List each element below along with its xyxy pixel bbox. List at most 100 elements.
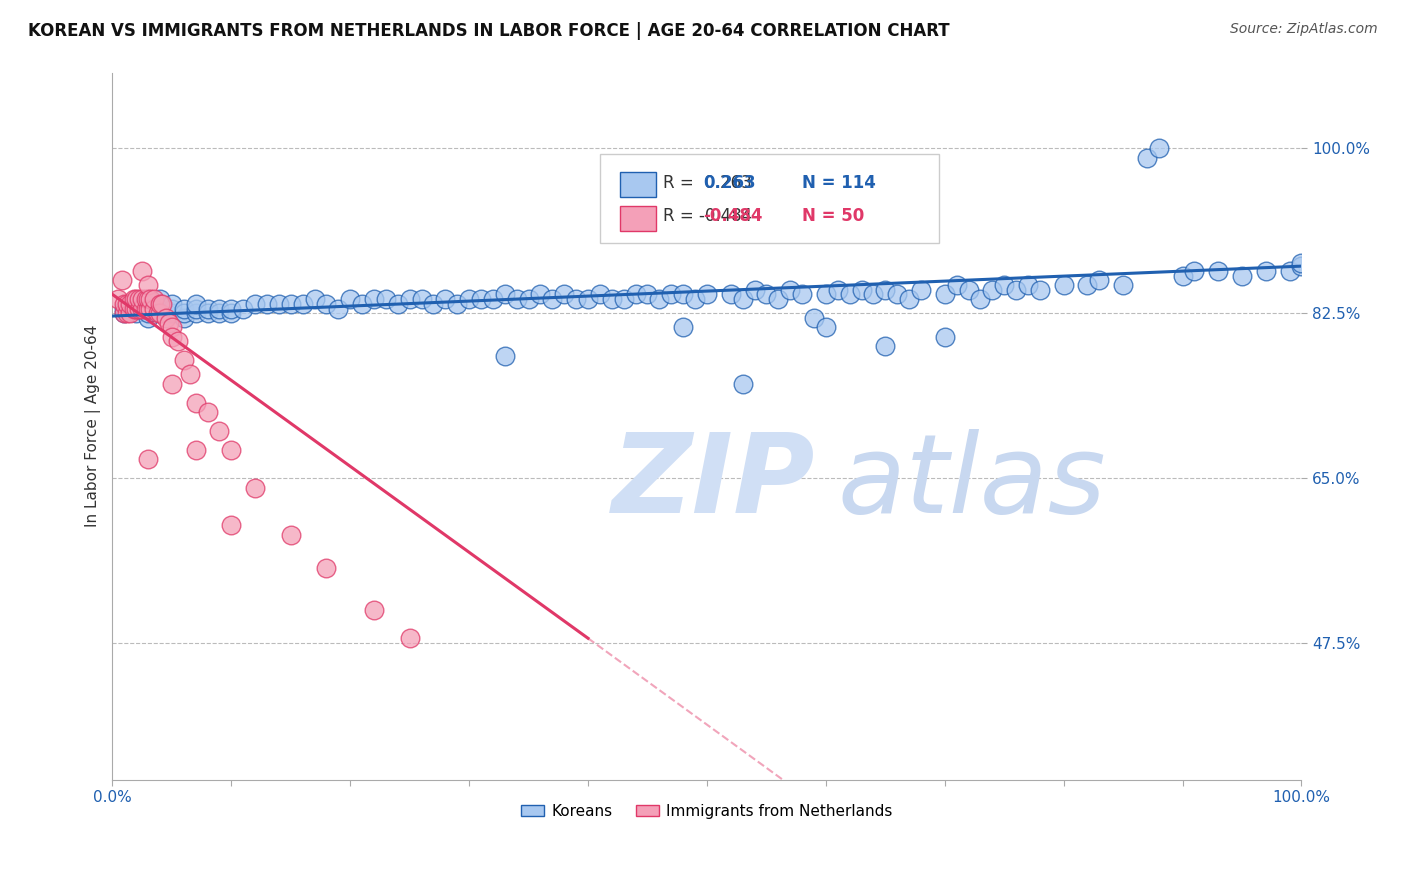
Text: N = 114: N = 114: [801, 174, 876, 192]
Point: [1017, 277, 1039, 292]
Point: [838, 287, 860, 301]
Point: [875, 283, 897, 297]
FancyBboxPatch shape: [620, 172, 655, 196]
Point: [125, 301, 148, 316]
Point: [160, 330, 183, 344]
Point: [494, 287, 516, 301]
Point: [505, 292, 527, 306]
Point: [1088, 273, 1111, 287]
Text: atlas: atlas: [838, 429, 1107, 536]
Point: [1005, 283, 1028, 297]
Point: [115, 306, 138, 320]
Point: [875, 339, 897, 353]
Point: [352, 297, 374, 311]
Point: [184, 396, 207, 410]
Point: [160, 320, 183, 334]
Point: [363, 603, 385, 617]
Point: [125, 292, 148, 306]
Point: [280, 527, 302, 541]
Point: [827, 283, 849, 297]
Point: [411, 292, 433, 306]
Point: [541, 292, 564, 306]
Point: [232, 301, 254, 316]
Point: [136, 301, 159, 316]
Point: [1053, 277, 1076, 292]
Point: [1029, 283, 1052, 297]
Point: [446, 297, 468, 311]
Point: [600, 292, 623, 306]
Point: [1171, 268, 1194, 283]
Point: [221, 301, 243, 316]
Point: [208, 306, 231, 320]
Point: [945, 277, 967, 292]
Point: [135, 292, 157, 306]
Point: [136, 310, 159, 325]
Point: [672, 320, 695, 334]
Point: [1230, 268, 1253, 283]
Point: [139, 301, 162, 316]
Point: [768, 292, 790, 306]
Point: [149, 301, 172, 316]
Point: [744, 283, 766, 297]
Point: [221, 306, 243, 320]
Text: 0.263: 0.263: [703, 174, 756, 192]
Point: [131, 292, 153, 306]
Point: [969, 292, 991, 306]
Point: [910, 283, 932, 297]
Point: [482, 292, 505, 306]
Point: [422, 297, 444, 311]
Point: [122, 292, 145, 306]
Point: [434, 292, 457, 306]
Point: [184, 297, 207, 311]
Y-axis label: In Labor Force | Age 20-64: In Labor Force | Age 20-64: [86, 325, 101, 527]
Point: [197, 306, 219, 320]
Point: [136, 277, 159, 292]
Point: [136, 301, 159, 316]
Point: [208, 424, 231, 438]
Point: [136, 306, 159, 320]
Point: [624, 287, 647, 301]
Point: [790, 287, 813, 301]
Point: [648, 292, 671, 306]
Point: [934, 287, 956, 301]
Point: [149, 306, 172, 320]
Point: [1278, 264, 1301, 278]
Point: [128, 292, 150, 306]
Point: [125, 301, 148, 316]
Text: Source: ZipAtlas.com: Source: ZipAtlas.com: [1230, 22, 1378, 37]
Point: [696, 287, 718, 301]
Point: [143, 292, 166, 306]
Point: [112, 301, 135, 316]
Point: [160, 306, 183, 320]
Point: [197, 405, 219, 419]
Point: [173, 306, 195, 320]
Point: [267, 297, 290, 311]
Point: [221, 442, 243, 457]
Point: [150, 297, 173, 311]
Point: [731, 292, 754, 306]
Point: [1206, 264, 1229, 278]
Point: [755, 287, 778, 301]
Point: [494, 349, 516, 363]
Point: [159, 316, 181, 330]
Point: [173, 353, 195, 368]
Point: [589, 287, 612, 301]
Point: [814, 287, 837, 301]
Point: [613, 292, 636, 306]
Point: [683, 292, 706, 306]
Point: [166, 334, 188, 349]
Point: [529, 287, 551, 301]
Point: [1136, 151, 1159, 165]
Point: [149, 306, 172, 320]
Point: [291, 297, 314, 311]
Point: [565, 292, 588, 306]
Point: [173, 310, 195, 325]
Point: [720, 287, 742, 301]
Point: [107, 292, 129, 306]
Point: [131, 264, 153, 278]
Point: [803, 310, 825, 325]
Point: [576, 292, 599, 306]
Point: [131, 301, 153, 316]
Point: [179, 368, 201, 382]
Point: [125, 297, 148, 311]
